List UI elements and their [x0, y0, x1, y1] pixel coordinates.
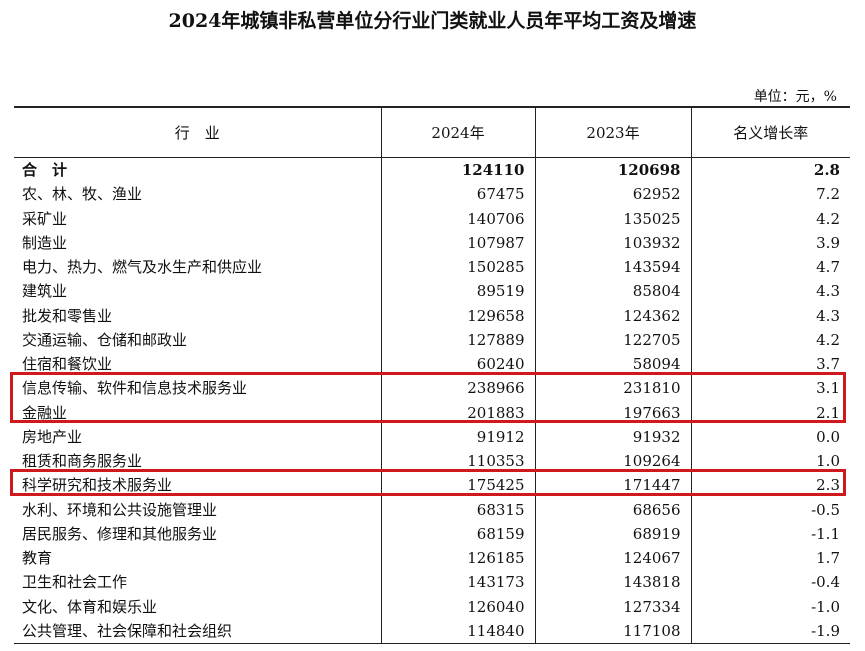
- industry-name: 科学研究和技术服务业: [22, 476, 173, 495]
- table-row: 卫生和社会工作 143173 143818 -0.4: [14, 570, 850, 595]
- table-cell: 231810: [534, 376, 691, 401]
- table-cell: 2.8: [690, 157, 850, 183]
- table-row: 交通运输、仓储和邮政业 127889 122705 4.2: [14, 327, 850, 352]
- table-cell: 3.9: [690, 230, 850, 255]
- table-row: 农、林、牧、渔业 67475 62952 7.2: [14, 182, 850, 207]
- table-row: 批发和零售业 129658 124362 4.3: [14, 303, 850, 328]
- table-cell: -0.4: [690, 570, 850, 595]
- table-cell: 143818: [534, 570, 691, 595]
- column-header: 2023年: [534, 107, 691, 158]
- column-header: 2024年: [380, 107, 535, 158]
- table-row: 合 计 124110 120698 2.8: [14, 157, 850, 183]
- table-cell: 4.2: [690, 206, 850, 231]
- table-cell: 114840: [380, 618, 535, 644]
- table-cell: 135025: [534, 206, 691, 231]
- table-row: 采矿业 140706 135025 4.2: [14, 206, 850, 231]
- table-row: 公共管理、社会保障和社会组织 114840 117108 -1.9: [14, 618, 850, 644]
- table-row: 制造业 107987 103932 3.9: [14, 230, 850, 255]
- industry-name: 水利、环境和公共设施管理业: [22, 500, 218, 519]
- industry-name: 租赁和商务服务业: [22, 452, 143, 471]
- table-cell: 103932: [534, 230, 691, 255]
- table-cell: 126185: [380, 546, 535, 571]
- industry-name: 金融业: [22, 403, 68, 422]
- industry-name: 批发和零售业: [22, 306, 113, 325]
- highlight-box: [10, 469, 846, 496]
- table-cell: 0.0: [690, 424, 850, 449]
- table-row: 文化、体育和娱乐业 126040 127334 -1.0: [14, 594, 850, 619]
- table-cell: 126040: [380, 594, 535, 619]
- industry-name: 电力、热力、燃气及水生产和供应业: [22, 258, 263, 277]
- industry-name: 制造业: [22, 233, 68, 252]
- industry-name: 农、林、牧、渔业: [22, 185, 143, 204]
- table-row: 信息传输、软件和信息技术服务业 238966 231810 3.1: [14, 376, 850, 401]
- table-cell: 7.2: [690, 182, 850, 207]
- industry-name: 卫生和社会工作: [22, 573, 128, 592]
- industry-name: 教育: [22, 549, 53, 568]
- table-cell: 127334: [534, 594, 691, 619]
- column-header: 名义增长率: [690, 107, 850, 158]
- table-cell: 85804: [534, 279, 691, 304]
- table-cell: 68919: [534, 521, 691, 546]
- table-cell: 68656: [534, 497, 691, 522]
- table-cell: 68159: [380, 521, 535, 546]
- table-cell: 143173: [380, 570, 535, 595]
- table-cell: 124067: [534, 546, 691, 571]
- header-row: 行 业 2024年 2023年 名义增长率: [14, 107, 850, 158]
- table-row: 水利、环境和公共设施管理业 68315 68656 -0.5: [14, 497, 850, 522]
- table-cell: 91932: [534, 424, 691, 449]
- table-cell: 4.3: [690, 279, 850, 304]
- table-cell: 127889: [380, 327, 535, 352]
- highlight-box: [10, 372, 846, 423]
- table-cell: 117108: [534, 618, 691, 644]
- table-cell: 124362: [534, 303, 691, 328]
- column-header: 行 业: [14, 107, 381, 158]
- table-row: 教育 126185 124067 1.7: [14, 546, 850, 571]
- unit-note: 单位：元，%: [753, 89, 837, 105]
- table-row: 电力、热力、燃气及水生产和供应业 150285 143594 4.7: [14, 255, 850, 280]
- table-cell: 91912: [380, 424, 535, 449]
- industry-name: 文化、体育和娱乐业: [22, 597, 158, 616]
- table-row: 建筑业 89519 85804 4.3: [14, 279, 850, 304]
- industry-name: 住宿和餐饮业: [22, 355, 113, 374]
- table-cell: 150285: [380, 255, 535, 280]
- title: 2024年城镇非私营单位分行业门类就业人员年平均工资及增速: [168, 10, 697, 32]
- industry-name: 信息传输、软件和信息技术服务业: [22, 379, 248, 398]
- table-cell: 107987: [380, 230, 535, 255]
- table-cell: 124110: [380, 157, 535, 183]
- table-cell: -1.9: [690, 618, 850, 644]
- table-cell: 122705: [534, 327, 691, 352]
- table-cell: 89519: [380, 279, 535, 304]
- table-row: 房地产业 91912 91932 0.0: [14, 424, 850, 449]
- table-cell: 120698: [534, 157, 691, 183]
- table-row: 居民服务、修理和其他服务业 68159 68919 -1.1: [14, 521, 850, 546]
- industry-name: 公共管理、社会保障和社会组织: [22, 621, 233, 640]
- table-cell: 67475: [380, 182, 535, 207]
- table-cell: 1.7: [690, 546, 850, 571]
- table-cell: 140706: [380, 206, 535, 231]
- table-cell: 143594: [534, 255, 691, 280]
- table-cell: 4.7: [690, 255, 850, 280]
- industry-name: 合 计: [22, 161, 68, 180]
- industry-name: 采矿业: [22, 209, 68, 228]
- industry-name: 交通运输、仓储和邮政业: [22, 330, 188, 349]
- table-cell: 4.2: [690, 327, 850, 352]
- industry-name: 建筑业: [22, 282, 68, 301]
- industry-name: 居民服务、修理和其他服务业: [22, 524, 218, 543]
- table-cell: -1.1: [690, 521, 850, 546]
- table-cell: 3.1: [690, 376, 850, 401]
- table-cell: 4.3: [690, 303, 850, 328]
- table-cell: 62952: [534, 182, 691, 207]
- table-row: 金融业 201883 197663 2.1: [14, 400, 850, 425]
- industry-name: 房地产业: [22, 427, 83, 446]
- table-cell: -1.0: [690, 594, 850, 619]
- table-cell: 68315: [380, 497, 535, 522]
- table-cell: 129658: [380, 303, 535, 328]
- table-cell: 238966: [380, 376, 535, 401]
- table-cell: -0.5: [690, 497, 850, 522]
